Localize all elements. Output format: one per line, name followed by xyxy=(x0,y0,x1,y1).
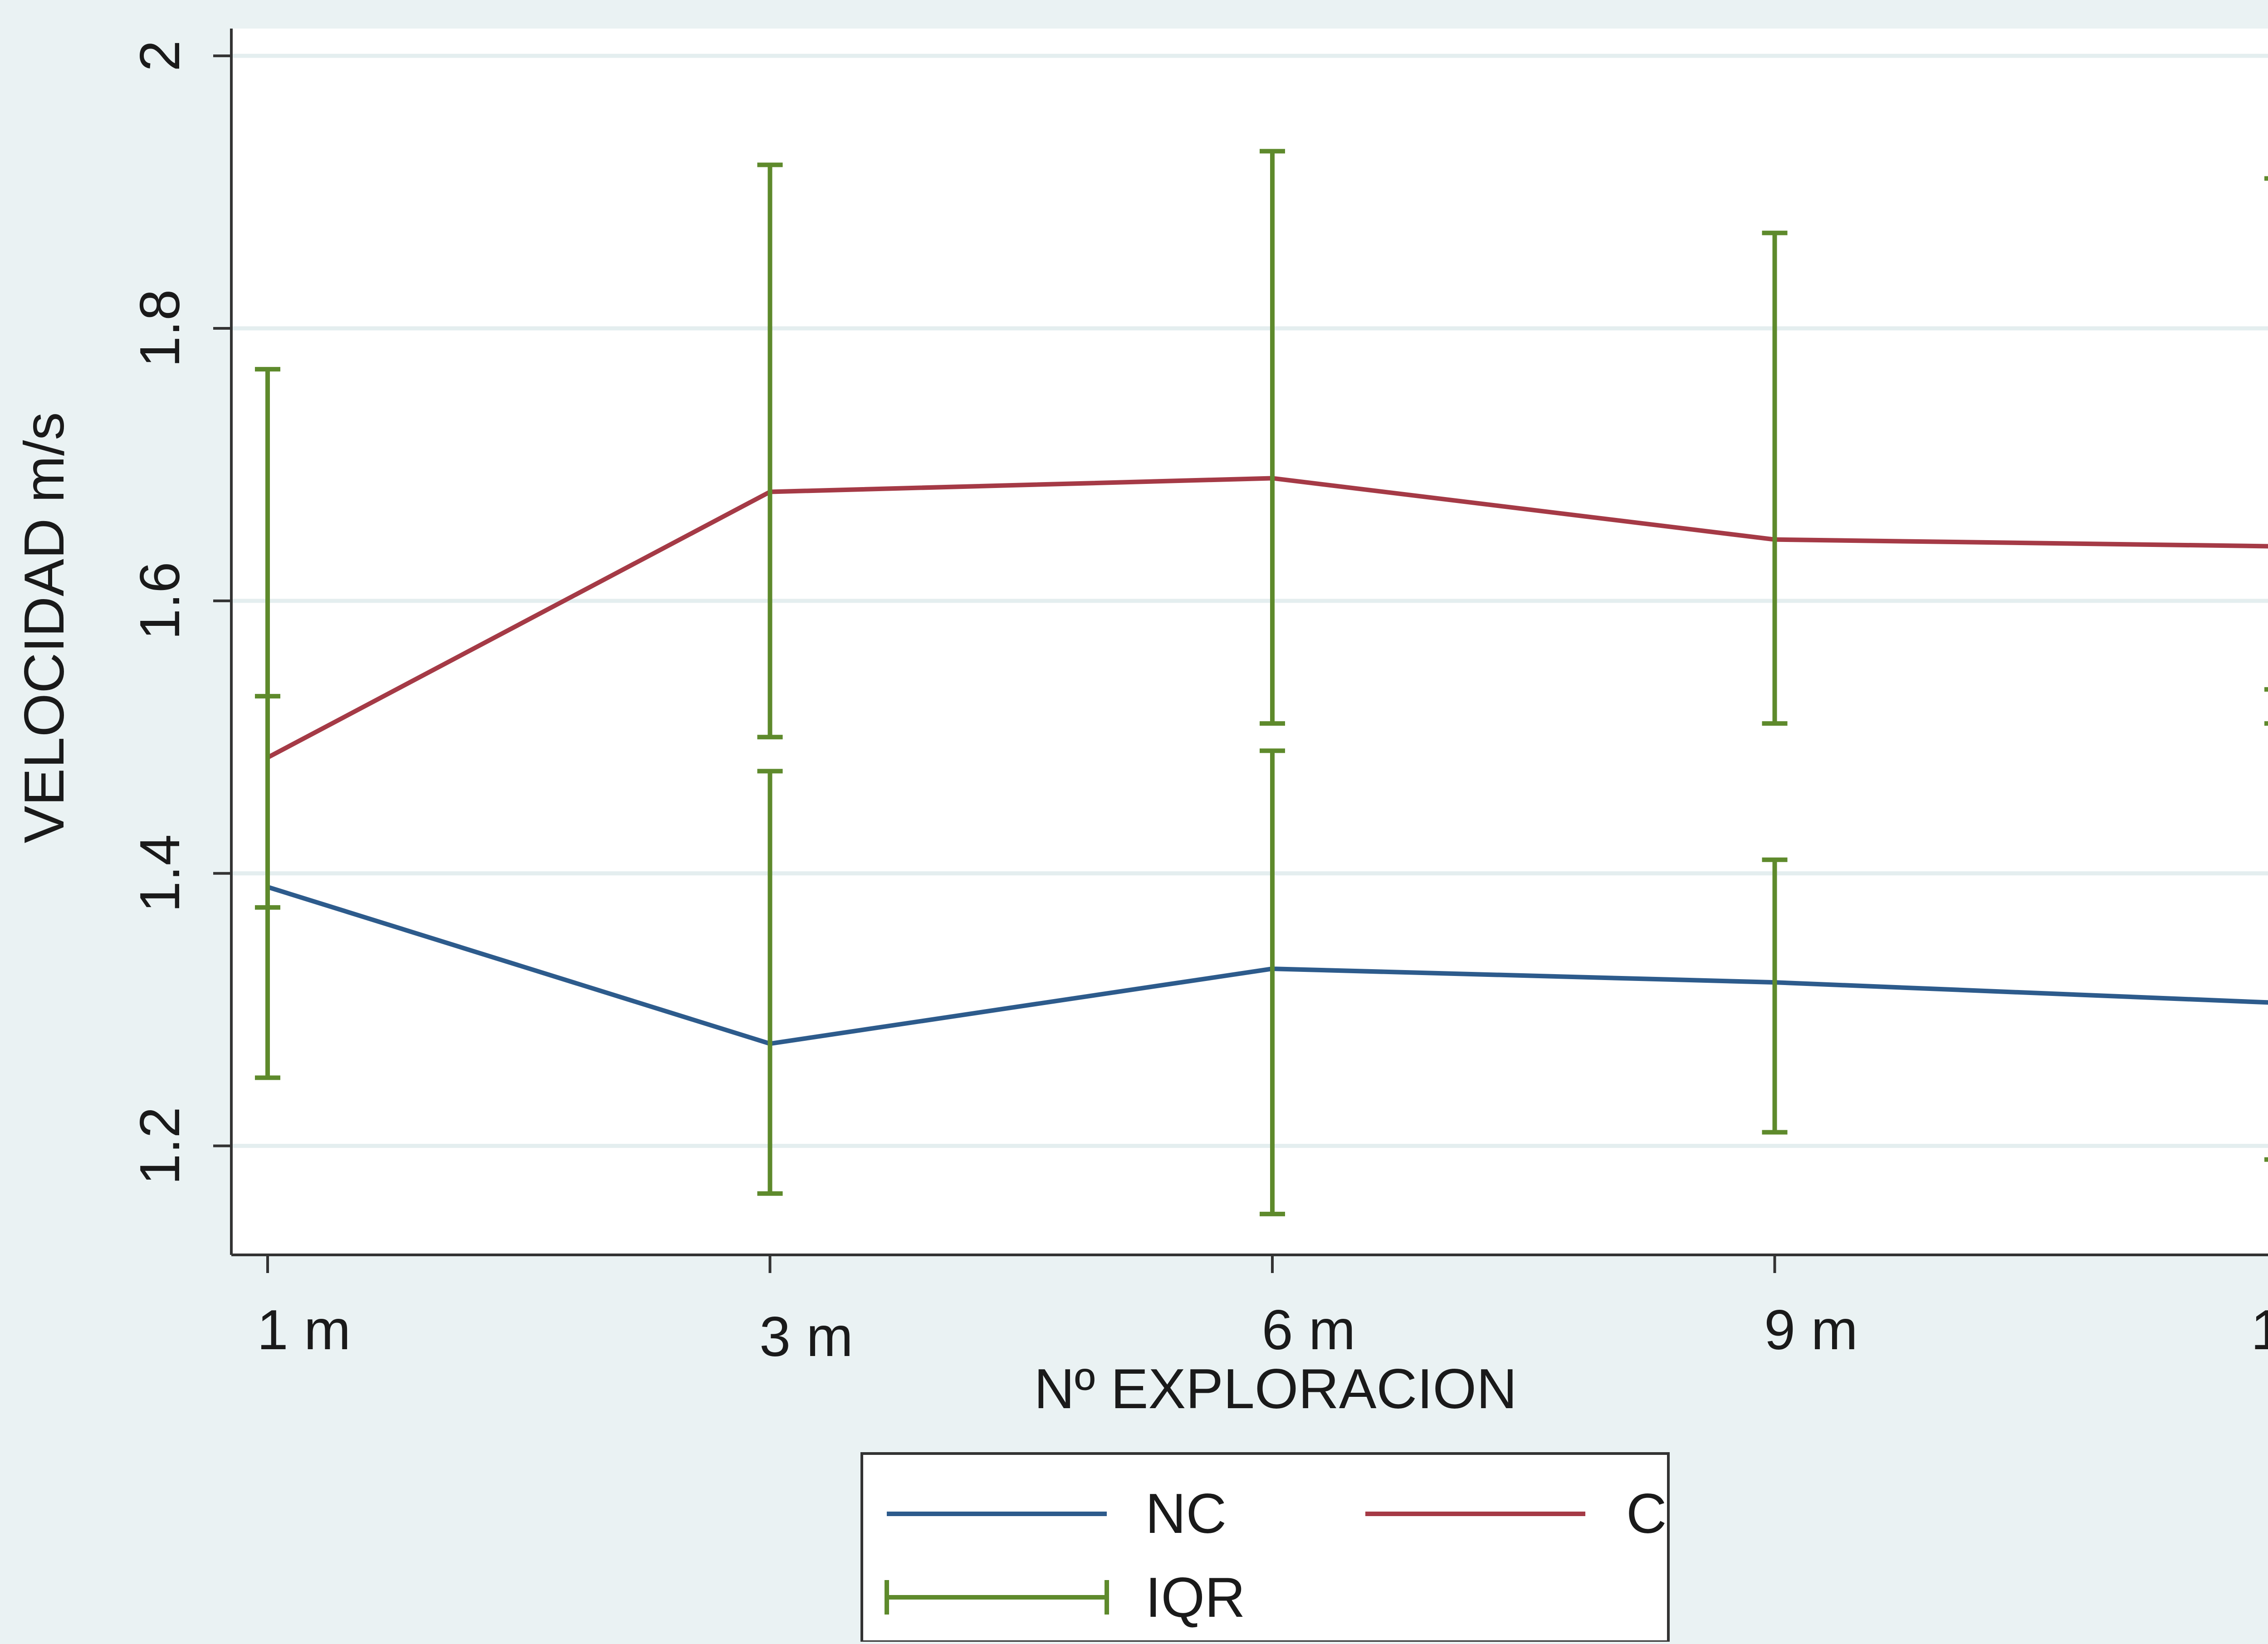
iqr-bar-nc xyxy=(757,769,783,1196)
legend-iqr-label: IQR xyxy=(1145,1566,1245,1629)
iqr-bar-nc xyxy=(1762,857,1788,1135)
y-tick-label: 1.4 xyxy=(129,834,191,912)
iqr-bar-c xyxy=(757,162,783,740)
iqr-bar-nc xyxy=(1260,748,1285,1216)
x-tick-label: 6 m xyxy=(1262,1299,1356,1361)
y-tick-label: 1.8 xyxy=(129,289,191,367)
legend-c-label: C xyxy=(1626,1483,1667,1545)
x-axis-title: Nº EXPLORACION xyxy=(1034,1358,1517,1420)
axis-ticks: 1.2 1.4 1.6 1.8 2 1 m 3 m 6 m 9 m 12 m xyxy=(129,40,2268,1368)
legend: NC C IQR xyxy=(860,1452,1670,1643)
y-axis-title: VELOCIDAD m/s xyxy=(13,412,76,844)
iqr-bar-c xyxy=(1260,149,1285,726)
iqr-bar-c xyxy=(1762,230,1788,726)
y-tick-label: 1.2 xyxy=(129,1107,191,1185)
x-tick-label: 12 m xyxy=(2251,1299,2268,1361)
x-tick-label: 3 m xyxy=(759,1306,853,1368)
y-tick-label: 1.6 xyxy=(129,562,191,640)
plot-area xyxy=(231,29,2268,1255)
x-tick-label: 1 m xyxy=(257,1299,351,1361)
gridlines xyxy=(231,54,2268,1148)
y-tick-label: 2 xyxy=(129,40,191,72)
iqr-bar-c xyxy=(255,367,280,910)
x-tick-label: 9 m xyxy=(1764,1299,1858,1361)
legend-box xyxy=(860,1452,1670,1643)
error-bars xyxy=(255,149,2268,1216)
legend-nc-label: NC xyxy=(1145,1483,1227,1545)
legend-iqr-swatch xyxy=(885,1580,1109,1615)
